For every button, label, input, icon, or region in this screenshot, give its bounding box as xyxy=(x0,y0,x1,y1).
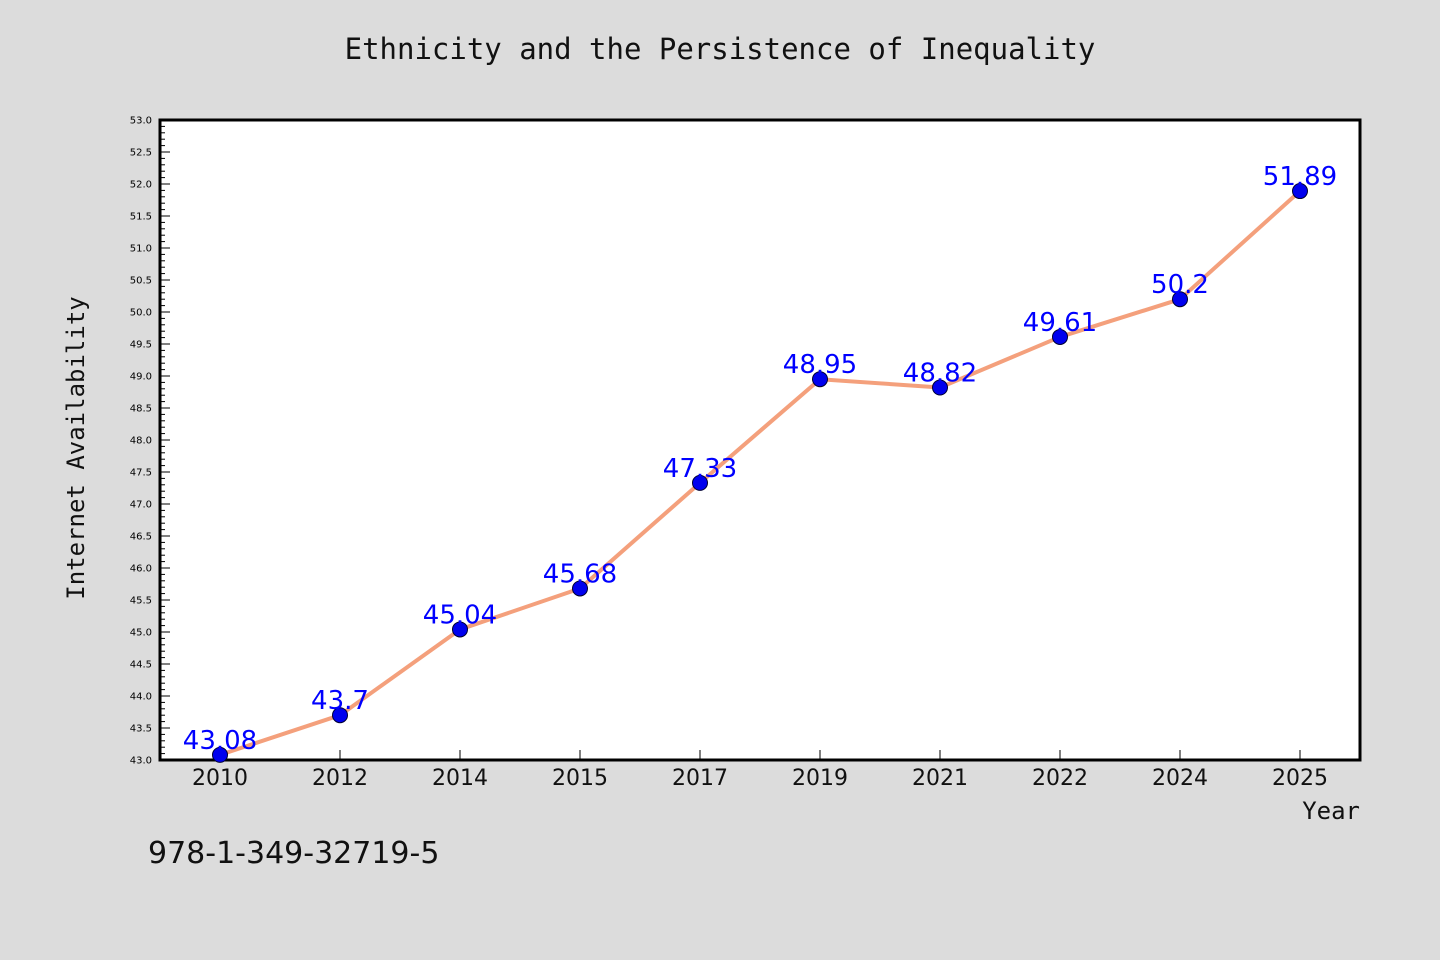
y-tick-label: 43.5 xyxy=(130,724,152,735)
data-label: 48.95 xyxy=(783,350,857,380)
x-tick-label: 2025 xyxy=(1272,766,1328,791)
x-tick-label: 2010 xyxy=(192,766,248,791)
y-tick-label: 48.5 xyxy=(130,404,152,415)
y-tick-label: 53.0 xyxy=(130,116,152,127)
x-tick-label: 2014 xyxy=(432,766,488,791)
y-tick-label: 46.0 xyxy=(130,564,152,575)
data-label: 45.68 xyxy=(543,559,617,589)
y-tick-label: 48.0 xyxy=(130,436,152,447)
chart-title: Ethnicity and the Persistence of Inequal… xyxy=(344,32,1096,66)
y-tick-label: 50.5 xyxy=(130,276,152,287)
x-tick-label: 2015 xyxy=(552,766,608,791)
x-tick-label: 2024 xyxy=(1152,766,1208,791)
data-point xyxy=(932,379,948,396)
y-tick-label: 49.0 xyxy=(130,372,152,383)
data-point xyxy=(1292,183,1308,200)
y-tick-label: 43.0 xyxy=(130,756,152,767)
plot-frame xyxy=(158,118,1362,762)
data-point xyxy=(332,707,348,724)
data-label: 47.33 xyxy=(663,454,737,484)
data-point xyxy=(1172,291,1188,308)
y-tick-label: 45.0 xyxy=(130,628,152,639)
data-label: 50.2 xyxy=(1151,270,1209,300)
data-point xyxy=(812,371,828,388)
y-tick-label: 47.0 xyxy=(130,500,152,511)
x-tick-label: 2019 xyxy=(792,766,848,791)
data-label: 43.7 xyxy=(311,686,369,716)
data-point xyxy=(452,621,468,638)
data-label: 43.08 xyxy=(183,726,257,756)
data-point xyxy=(572,580,588,597)
data-label: 51.89 xyxy=(1263,162,1337,192)
y-tick-label: 52.5 xyxy=(130,148,152,159)
x-tick-label: 2021 xyxy=(912,766,968,791)
isbn-note: 978-1-349-32719-5 xyxy=(148,836,440,871)
x-tick-label: 2017 xyxy=(672,766,728,791)
y-tick-label: 45.5 xyxy=(130,596,152,607)
y-tick-label: 52.0 xyxy=(130,180,152,191)
x-tick-label: 2012 xyxy=(312,766,368,791)
y-tick-label: 50.0 xyxy=(130,308,152,319)
data-point xyxy=(212,746,228,763)
y-tick-label: 51.0 xyxy=(130,244,152,255)
data-point xyxy=(1052,328,1068,345)
y-tick-label: 46.5 xyxy=(130,532,152,543)
x-tick-label: 2022 xyxy=(1032,766,1088,791)
y-tick-label: 44.0 xyxy=(130,692,152,703)
data-label: 49.61 xyxy=(1023,308,1097,338)
y-tick-label: 49.5 xyxy=(130,340,152,351)
data-label: 45.04 xyxy=(423,600,497,630)
y-tick-label: 47.5 xyxy=(130,468,152,479)
series-line xyxy=(218,189,1302,757)
x-axis-label: Year xyxy=(1302,797,1360,825)
data-point xyxy=(692,474,708,491)
y-tick-label: 44.5 xyxy=(130,660,152,671)
data-label: 48.82 xyxy=(903,359,977,389)
y-tick-label: 51.5 xyxy=(130,212,152,223)
